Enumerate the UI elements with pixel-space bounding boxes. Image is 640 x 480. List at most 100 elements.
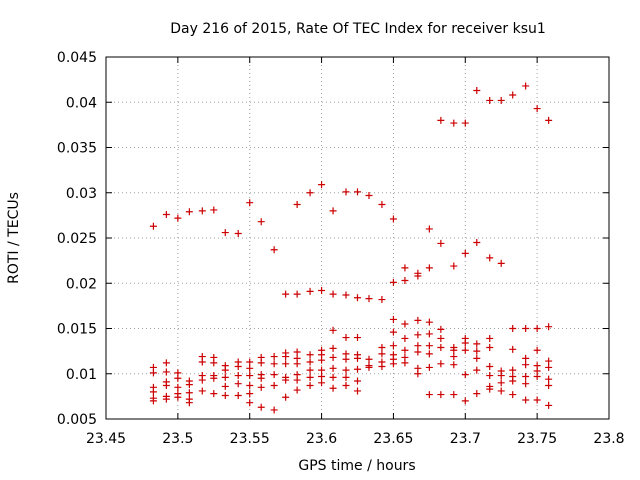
data-point [354,387,361,395]
data-point [293,360,301,368]
data-point [342,373,350,381]
data-point [257,403,265,411]
x-tick-label: 23.55 [230,431,270,447]
data-point [342,188,350,196]
data-point [306,358,314,366]
data-point [389,342,397,350]
data-point [401,334,409,342]
data-point [509,377,517,385]
data-point [282,353,290,361]
data-point [545,363,553,371]
data-point [545,357,553,365]
data-point [486,344,494,352]
data-point [293,201,301,209]
data-point [293,290,301,298]
data-point [414,348,422,356]
data-point [509,391,517,399]
data-point [414,316,422,324]
data-point [293,348,301,356]
data-point [365,295,373,303]
y-tick-label: 0.025 [57,231,97,247]
data-point [221,382,229,390]
data-point [210,206,218,214]
data-point [246,382,254,390]
data-point [282,360,290,368]
data-point [185,389,193,397]
data-point [318,181,326,189]
data-point [354,334,361,342]
data-points [149,82,553,414]
data-point [198,387,206,395]
x-axis-label: GPS time / hours [298,458,415,474]
data-point [401,277,409,285]
data-point [497,372,505,380]
data-point [545,401,553,409]
data-point [257,218,265,226]
data-point [365,191,373,199]
data-point [174,374,182,382]
data-point [473,86,481,94]
data-point [378,363,386,371]
data-point [329,353,337,361]
data-point [354,188,361,196]
data-point [425,330,433,338]
data-point [210,390,218,398]
data-point [221,229,229,237]
data-point [522,380,530,388]
data-point [533,372,541,380]
data-point [389,215,397,223]
plot-frame [105,56,610,420]
data-point [234,391,242,399]
data-point [461,339,469,347]
y-tick-label: 0.035 [57,141,97,157]
data-point [461,249,469,257]
data-point [293,376,301,384]
data-point [437,391,445,399]
data-point [221,366,229,374]
data-point [270,406,278,414]
data-point [533,105,541,113]
data-point [486,96,494,104]
data-point [174,393,182,401]
data-point [198,358,206,366]
data-point [486,372,494,380]
data-point [270,353,278,361]
data-point [497,379,505,387]
data-point [461,119,469,127]
data-point [149,369,157,377]
data-point [318,372,326,380]
data-point [149,222,157,230]
data-point [282,376,290,384]
data-point [450,346,458,354]
data-point [497,387,505,395]
data-point [522,82,530,90]
data-point [246,199,254,207]
x-tick-label: 23.65 [373,431,413,447]
data-point [257,374,265,382]
data-point [486,254,494,262]
data-point [497,96,505,104]
data-point [293,386,301,394]
data-point [425,264,433,272]
data-point [270,371,278,379]
x-tick-label: 23.7 [450,431,481,447]
data-point [389,315,397,323]
data-point [365,355,373,363]
data-point [149,397,157,405]
data-point [533,346,541,354]
data-point [198,207,206,215]
x-tick-label: 23.5 [162,431,193,447]
y-tick-label: 0.005 [57,412,97,428]
data-point [174,214,182,222]
data-point [522,354,530,362]
data-point [149,388,157,396]
data-point [162,368,170,376]
data-point [378,201,386,209]
data-point [185,208,193,216]
tick-labels: 23.45 23.5 23.55 23.6 23.65 23.7 23.75 23.8 0.00… [57,50,625,447]
data-point [533,396,541,404]
data-point [437,344,445,352]
data-point [473,354,481,362]
data-point [246,390,254,398]
data-point [401,320,409,328]
